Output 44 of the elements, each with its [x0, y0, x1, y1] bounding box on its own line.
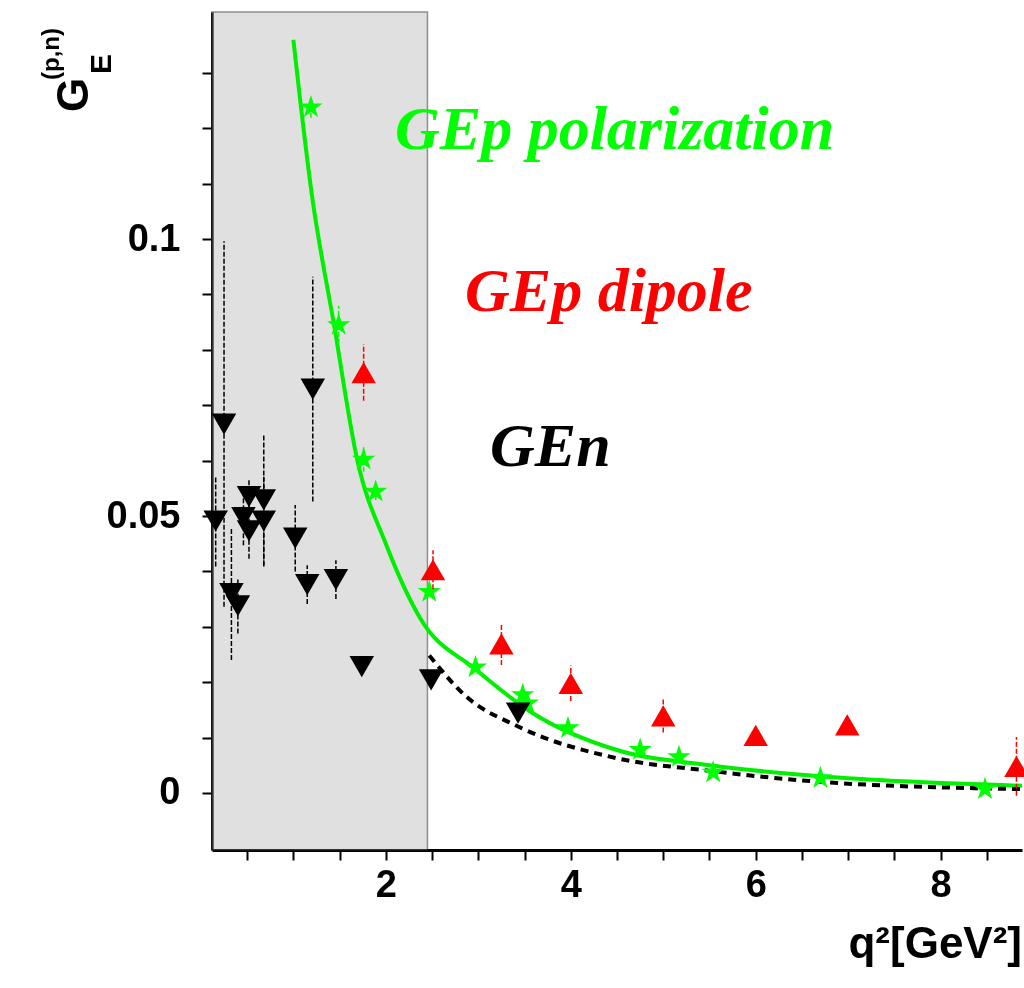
point	[505, 702, 531, 724]
point	[349, 656, 375, 678]
y-tick-label: 0.05	[106, 493, 181, 536]
point	[300, 378, 326, 400]
point	[236, 520, 262, 542]
point	[351, 361, 376, 384]
point	[973, 776, 997, 799]
text: GEn	[490, 411, 611, 479]
point	[463, 654, 488, 678]
point	[364, 479, 388, 502]
point	[558, 672, 584, 694]
point	[556, 715, 580, 739]
line-series	[291, 37, 1024, 788]
x-tick-label: 4	[560, 862, 582, 905]
point	[294, 574, 320, 596]
point	[701, 760, 725, 783]
point	[225, 595, 251, 617]
x-tick-label: 2	[375, 862, 397, 905]
point	[628, 737, 652, 760]
x-tick-label: 8	[930, 862, 952, 905]
point	[420, 559, 446, 581]
y-axis-title: GE(p,n)	[37, 28, 117, 112]
series-label: GEp polarization	[395, 94, 835, 162]
point	[251, 510, 277, 532]
point	[299, 95, 323, 118]
point	[203, 510, 228, 532]
point	[418, 669, 444, 691]
point	[834, 714, 860, 736]
point	[489, 633, 514, 655]
point	[352, 447, 376, 470]
y-tick-label: 0	[159, 770, 181, 813]
point	[327, 312, 351, 335]
y-tick-label: 0.1	[127, 216, 181, 259]
x-axis-title: q²[GeV²]	[848, 918, 1022, 967]
point	[667, 744, 691, 767]
point	[211, 413, 237, 435]
point	[808, 765, 833, 788]
series-label: GEp dipole	[465, 256, 753, 324]
point	[417, 579, 441, 602]
point	[323, 569, 349, 591]
x-tick-label: 6	[745, 862, 767, 905]
point	[282, 527, 308, 549]
point	[743, 724, 768, 746]
point	[650, 705, 676, 727]
